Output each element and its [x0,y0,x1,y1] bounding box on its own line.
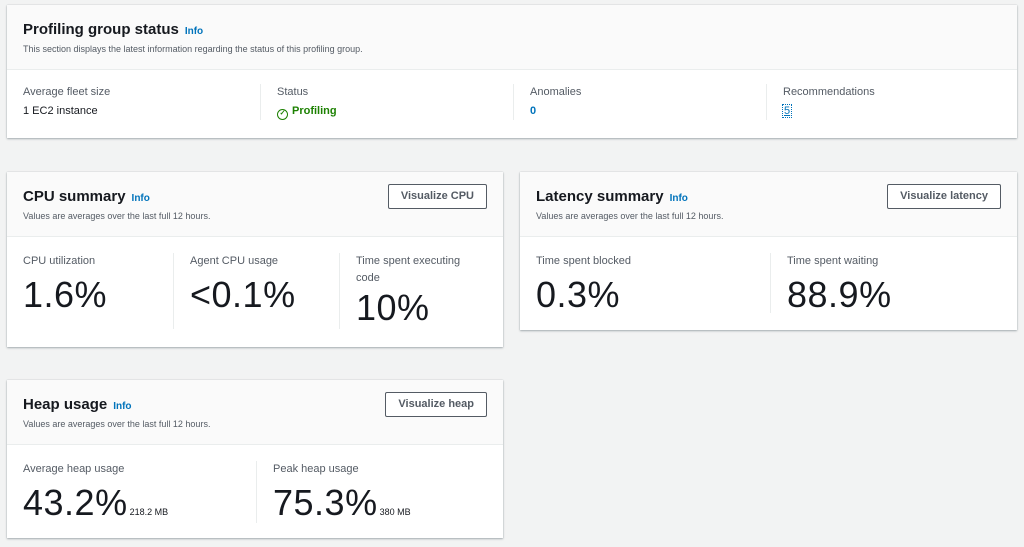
status-badge: ✓ Profiling [277,105,497,120]
cpu-description: Values are averages over the last full 1… [23,211,211,221]
status: Status ✓ Profiling [260,84,513,120]
peak-heap-usage: Peak heap usage 75.3% 380 MB [256,461,503,523]
heap-usage-card: Heap usage Info Values are averages over … [7,380,503,538]
visualize-cpu-button[interactable]: Visualize CPU [387,184,487,209]
profiling-group-status-card: Profiling group status Info This section … [7,5,1017,138]
cpu-summary-card: CPU summary Info Values are averages over… [7,172,503,347]
anomalies-label: Anomalies [530,86,582,98]
average-heap-usage: Average heap usage 43.2% 218.2 MB [7,461,256,523]
time-waiting-label: Time spent waiting [787,255,879,267]
latency-description: Values are averages over the last full 1… [536,211,724,221]
status-header: Profiling group status Info This section … [7,5,1017,70]
recommendations-link[interactable]: 5 [781,104,793,118]
heap-description: Values are averages over the last full 1… [23,419,211,429]
recommendations: Recommendations 5 [766,84,1016,120]
recommendations-label: Recommendations [783,86,875,98]
status-title: Profiling group status [23,21,179,38]
visualize-heap-button[interactable]: Visualize heap [385,392,487,417]
anomalies-link[interactable]: 0 [530,105,537,117]
peak-heap-value: 75.3% [273,482,378,523]
heap-info-link[interactable]: Info [113,401,132,412]
peak-heap-label: Peak heap usage [273,463,359,475]
time-blocked: Time spent blocked 0.3% [520,253,770,315]
cpu-title: CPU summary [23,188,126,205]
peak-heap-size: 380 MB [379,507,411,517]
agent-cpu-label: Agent CPU usage [190,255,279,267]
avg-heap-label: Average heap usage [23,463,125,475]
cpu-utilization-value: 1.6% [23,274,108,315]
status-value: Profiling [292,105,337,117]
visualize-latency-button[interactable]: Visualize latency [887,184,1001,209]
status-description: This section displays the latest informa… [23,44,363,54]
latency-info-link[interactable]: Info [669,193,688,204]
time-waiting-value: 88.9% [787,274,892,315]
check-circle-icon: ✓ [277,109,288,120]
fleet-size-label: Average fleet size [23,86,111,98]
cpu-utilization-label: CPU utilization [23,255,96,267]
time-blocked-label: Time spent blocked [536,255,631,267]
time-executing-value: 10% [356,287,430,328]
avg-heap-value: 43.2% [23,482,128,523]
agent-cpu-usage: Agent CPU usage <0.1% [173,253,339,329]
status-info-link[interactable]: Info [184,26,204,37]
cpu-info-link[interactable]: Info [131,193,150,204]
agent-cpu-value: <0.1% [190,274,296,315]
avg-heap-size: 218.2 MB [129,507,169,517]
time-executing-label: Time spent executing code [356,255,461,284]
fleet-size-value: 1 EC2 instance [23,105,98,117]
time-waiting: Time spent waiting 88.9% [770,253,1017,315]
anomalies: Anomalies 0 [513,84,766,120]
heap-title: Heap usage [23,396,108,413]
latency-summary-card: Latency summary Info Values are averages … [520,172,1017,330]
time-executing: Time spent executing code 10% [339,253,503,329]
time-blocked-value: 0.3% [536,274,621,315]
fleet-size: Average fleet size 1 EC2 instance [7,84,260,120]
status-label: Status [277,86,309,98]
latency-title: Latency summary [536,188,664,205]
cpu-utilization: CPU utilization 1.6% [7,253,173,329]
